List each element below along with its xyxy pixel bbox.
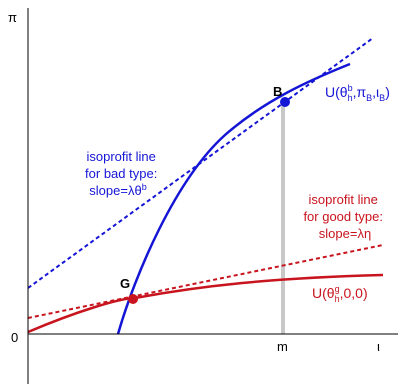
good-line-annotation: isoprofit line for good type: slope=λη <box>303 192 386 241</box>
good-type-isoprofit-line <box>27 244 384 319</box>
m-label: m <box>277 339 288 354</box>
bad-curve-label: U(θb h,πB,ιB) <box>325 83 390 103</box>
bad-type-utility-curve <box>116 62 351 335</box>
bad-line-annotation-line1: isoprofit line <box>87 149 156 164</box>
bad-line-annotation-line2: for bad type: <box>85 166 157 181</box>
point-g-marker <box>128 294 138 304</box>
good-curve-label: U(θg h,0,0) <box>312 284 368 304</box>
good-line-annotation-line3: slope=λη <box>319 226 371 241</box>
point-b-label: B <box>273 84 282 99</box>
point-b-marker <box>280 97 290 107</box>
x-axis-label: ι <box>377 339 380 354</box>
bad-line-annotation-line3: slope=λθb <box>89 182 146 198</box>
origin-label: 0 <box>11 330 18 345</box>
good-type-utility-curve <box>27 273 384 334</box>
y-axis-label: π <box>8 10 17 25</box>
good-line-annotation-line1: isoprofit line <box>309 192 378 207</box>
bad-line-annotation: isoprofit line for bad type: slope=λθb <box>85 149 161 198</box>
point-g-label: G <box>120 276 130 291</box>
good-line-annotation-line2: for good type: <box>303 209 383 224</box>
